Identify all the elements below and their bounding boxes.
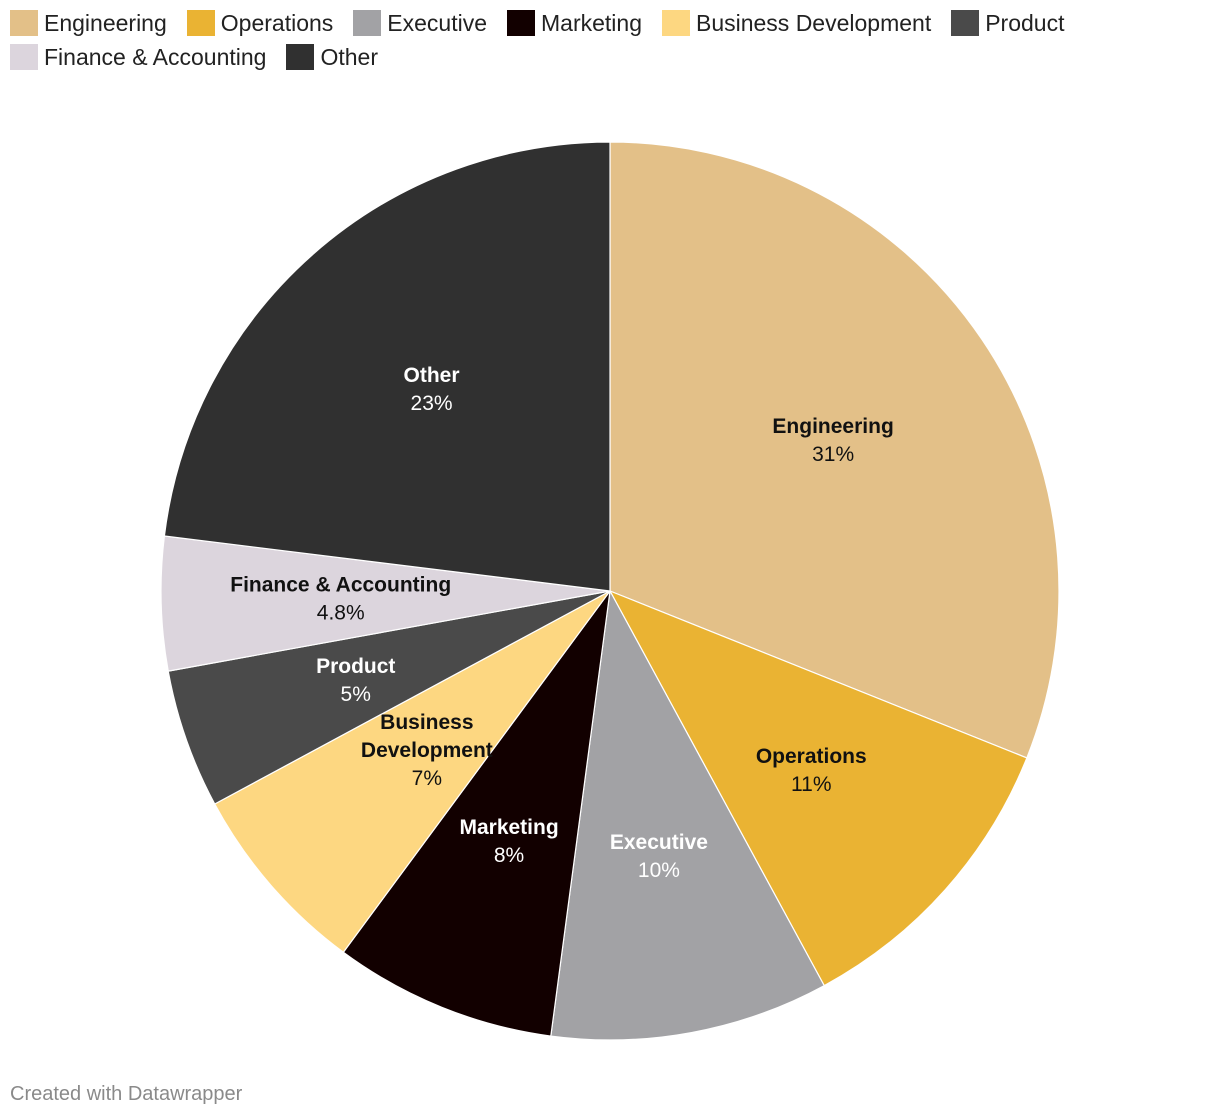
- slice-value: 8%: [494, 844, 524, 867]
- slice-label-business-development: Business Development 7%: [361, 711, 493, 790]
- slice-label-product: Product 5%: [316, 655, 395, 706]
- pie-slice-executive: [550, 589, 826, 1041]
- legend-label: Marketing: [541, 9, 642, 36]
- slice-label-engineering: Engineering 31%: [772, 415, 893, 466]
- legend-item-operations: Operations: [186, 9, 334, 36]
- slice-name: Engineering: [772, 415, 893, 438]
- slice-name: Executive: [610, 831, 708, 854]
- pie-slice-product: [167, 590, 611, 805]
- slice-label-marketing: Marketing 8%: [459, 816, 558, 867]
- slice-name: Other: [404, 364, 460, 387]
- legend-label: Operations: [220, 9, 334, 36]
- slice-name: Business: [380, 711, 473, 734]
- legend-item-product: Product: [951, 10, 1064, 36]
- legend-item-other: Other: [286, 44, 378, 70]
- legend-swatch: [186, 10, 215, 36]
- legend-swatch: [286, 44, 315, 70]
- legend-swatch: [10, 10, 38, 36]
- slice-value: 7%: [412, 767, 442, 790]
- legend-item-finance-and-accounting: Finance & Accounting: [10, 44, 266, 70]
- pie-slice-business-development: [213, 590, 611, 954]
- legend-item-executive: Executive: [353, 10, 487, 36]
- slice-name: Product: [316, 655, 395, 678]
- slice-label-executive: Executive 10%: [610, 831, 708, 882]
- pie-slice-marketing: [342, 590, 611, 1037]
- legend-item-marketing: Marketing: [507, 10, 642, 36]
- legend-swatch: [10, 44, 38, 70]
- slice-name: Operations: [756, 745, 867, 768]
- slice-label-other: Other 23%: [404, 364, 460, 415]
- legend-label: Executive: [387, 9, 487, 36]
- chart-legend: Engineering Operations Executive Marketing B…: [10, 10, 1210, 70]
- legend-label: Product: [985, 9, 1065, 36]
- legend-label: Engineering: [44, 9, 167, 36]
- legend-swatch: [661, 10, 690, 36]
- legend-item-engineering: Engineering: [10, 10, 167, 36]
- slice-label-operations: Operations 11%: [756, 745, 867, 796]
- slice-value: 11%: [791, 773, 831, 796]
- pie-slice-operations: [608, 589, 1028, 987]
- slice-value: 10%: [638, 859, 680, 882]
- slice-value: 5%: [341, 683, 371, 706]
- slice-name: Finance & Accounting: [230, 574, 451, 597]
- legend-swatch: [353, 10, 382, 36]
- credit-text: Created with Datawrapper: [10, 1083, 243, 1105]
- slice-name: Marketing: [459, 816, 558, 839]
- legend-swatch: [507, 10, 535, 36]
- legend-swatch: [951, 10, 980, 36]
- slice-label-finance-and-accounting: Finance & Accounting 4.8%: [230, 574, 451, 625]
- slice-name: Development: [361, 739, 493, 762]
- slice-value: 31%: [812, 443, 854, 466]
- legend-label: Business Development: [695, 9, 932, 36]
- pie-slice-other: [163, 141, 611, 592]
- slice-value: 23%: [411, 392, 453, 415]
- legend-label: Other: [320, 43, 379, 70]
- pie-slice-engineering: [609, 141, 1060, 759]
- slice-value: 4.8%: [317, 602, 365, 625]
- legend-item-business-development: Business Development: [661, 9, 932, 36]
- legend-label: Finance & Accounting: [44, 43, 267, 70]
